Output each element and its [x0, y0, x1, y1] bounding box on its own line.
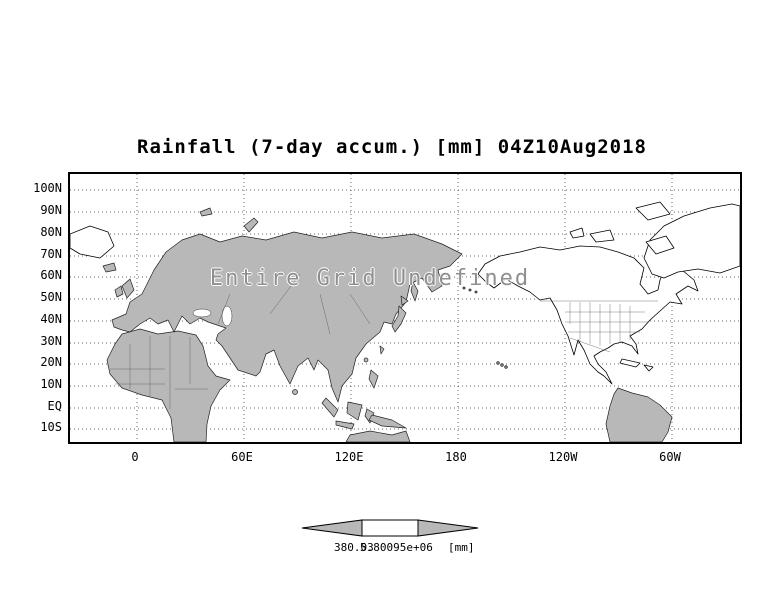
island-banks	[569, 227, 585, 239]
continent-south-america-north	[605, 387, 673, 442]
lat-tick-label: 40N	[40, 312, 62, 326]
island-borneo	[346, 401, 363, 421]
island-novaya-zemlya	[243, 217, 259, 233]
lon-tick-label: 120E	[334, 450, 364, 464]
island-hispaniola	[643, 364, 654, 372]
island-java	[335, 420, 355, 430]
lat-tick-label: 80N	[40, 225, 62, 239]
colorbar-arrow	[301, 519, 479, 537]
lat-tick-label: 90N	[40, 203, 62, 217]
lon-tick-label: 0	[131, 450, 139, 464]
island-sulawesi	[364, 408, 375, 424]
continent-north-america	[477, 245, 699, 385]
lat-tick-label: 10S	[40, 420, 62, 434]
inland-seas	[192, 305, 233, 327]
island-svalbard	[199, 207, 213, 217]
colorbar-mid-segment	[361, 519, 419, 537]
landmass-outline	[70, 201, 740, 385]
colorbar-units-label: [mm]	[448, 541, 475, 554]
lat-tick-label: 10N	[40, 377, 62, 391]
lat-tick-label: 20N	[40, 355, 62, 369]
continent-eurasia	[111, 231, 463, 403]
lat-tick-label: 70N	[40, 247, 62, 261]
lon-tick-label: 60E	[231, 450, 253, 464]
black-sea	[192, 308, 212, 318]
island-baffin	[645, 235, 675, 255]
lat-tick-label: EQ	[47, 399, 62, 413]
hawaii-island	[500, 363, 504, 367]
island-hokkaido	[400, 295, 409, 306]
island-honshu	[391, 305, 407, 333]
colorbar-tick-label-min: 380.03	[334, 541, 374, 554]
continent-australia-north	[345, 430, 411, 442]
island-great-britain	[121, 278, 135, 299]
island-cuba	[619, 358, 641, 368]
hawaii-island	[504, 365, 508, 369]
island-iceland	[102, 262, 117, 273]
island-sakhalin	[410, 281, 419, 302]
grid-undefined-annotation: Entire Grid Undefined	[209, 266, 531, 291]
lon-tick-label: 60W	[659, 450, 681, 464]
aleutian-island	[462, 286, 466, 290]
lon-tick-label: 120W	[548, 450, 578, 464]
island-philippines	[368, 369, 379, 389]
island-new-guinea	[368, 414, 407, 429]
plot-title: Rainfall (7-day accum.) [mm] 04Z10Aug201…	[137, 136, 647, 158]
island-greenland	[643, 203, 740, 279]
island-taiwan	[379, 345, 385, 355]
island-sumatra	[321, 397, 339, 418]
graticule-grid	[70, 174, 740, 442]
island-ellesmere	[635, 201, 671, 221]
aleutian-island	[474, 290, 478, 294]
colorbar	[300, 518, 480, 542]
lat-tick-label: 30N	[40, 334, 62, 348]
island-greenland-west-fragment	[70, 225, 115, 259]
island-victoria	[589, 229, 615, 243]
lat-tick-label: 50N	[40, 290, 62, 304]
caspian-sea	[221, 305, 233, 327]
colorbar-tick-label-max: 5.80095e+06	[360, 541, 433, 554]
island-ireland	[114, 285, 124, 298]
colorbar-right-arrowhead	[417, 519, 479, 537]
world-map	[70, 174, 740, 442]
political-borders	[110, 273, 658, 409]
lat-tick-label: 60N	[40, 268, 62, 282]
island-hainan	[363, 357, 369, 363]
hawaii-island	[496, 361, 500, 365]
colorbar-left-arrowhead	[301, 519, 363, 537]
landmass-gray	[102, 207, 673, 442]
map-plot-area	[68, 172, 742, 444]
lon-tick-label: 180	[445, 450, 467, 464]
lat-tick-label: 100N	[33, 181, 62, 195]
continent-africa	[106, 328, 231, 442]
aleutian-island	[468, 288, 472, 292]
island-sri-lanka	[292, 389, 298, 395]
